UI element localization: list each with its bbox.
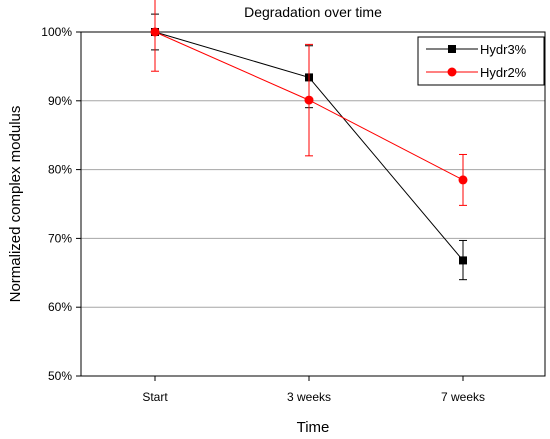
y-tick-label: 100% <box>41 25 72 39</box>
data-point <box>458 175 468 185</box>
legend-marker <box>447 67 457 77</box>
y-tick-label: 80% <box>48 163 72 177</box>
legend-marker <box>448 45 456 53</box>
y-axis: 50% 60% 70% 80% 90% 100% <box>41 25 81 383</box>
legend: Hydr3% Hydr2% <box>417 36 545 86</box>
legend-label: Hydr2% <box>480 65 527 80</box>
y-tick-label: 50% <box>48 369 72 383</box>
series-Hydr2% <box>150 0 468 206</box>
legend-box <box>417 36 545 86</box>
legend-label: Hydr3% <box>480 42 527 57</box>
x-tick-label: Start <box>142 390 168 404</box>
legend-item: Hydr3% <box>426 42 527 57</box>
y-tick-label: 70% <box>48 231 72 245</box>
y-tick-label: 90% <box>48 94 72 108</box>
legend-item: Hydr2% <box>426 65 527 80</box>
x-axis: Start 3 weeks 7 weeks <box>142 376 485 404</box>
data-point <box>459 256 467 265</box>
y-axis-label: Normalized complex modulus <box>7 106 24 303</box>
series-group <box>150 0 468 281</box>
data-point <box>304 95 314 105</box>
chart-title: Degradation over time <box>244 4 382 20</box>
x-tick-label: 7 weeks <box>441 390 485 404</box>
x-axis-label: Time <box>297 419 330 436</box>
y-tick-label: 60% <box>48 300 72 314</box>
x-tick-label: 3 weeks <box>287 390 331 404</box>
data-point <box>150 27 160 37</box>
plot-area <box>80 31 546 377</box>
